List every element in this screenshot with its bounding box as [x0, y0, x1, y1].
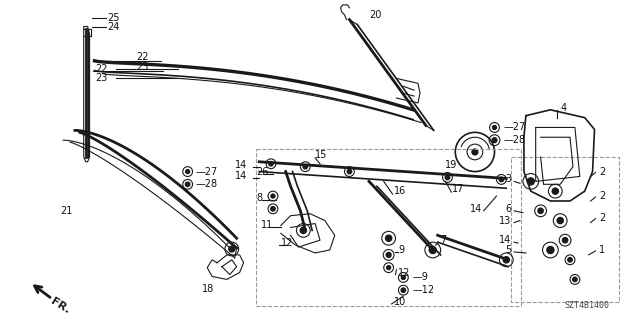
Circle shape — [557, 218, 563, 224]
Text: 4: 4 — [560, 103, 566, 113]
Circle shape — [186, 170, 189, 174]
Text: 19: 19 — [445, 160, 457, 170]
Bar — [511, 157, 619, 302]
Text: 14: 14 — [499, 235, 511, 245]
Text: 9: 9 — [399, 245, 404, 255]
Text: 6: 6 — [505, 204, 511, 214]
Text: 18: 18 — [202, 284, 214, 294]
Text: 3: 3 — [505, 174, 511, 184]
Circle shape — [538, 208, 543, 213]
Text: SZT4B1400: SZT4B1400 — [564, 301, 609, 310]
Circle shape — [385, 235, 392, 241]
Text: 11: 11 — [261, 220, 273, 231]
Text: 2: 2 — [600, 191, 605, 201]
Circle shape — [429, 247, 436, 254]
Circle shape — [271, 194, 275, 198]
Circle shape — [386, 252, 391, 257]
Text: 22: 22 — [137, 52, 149, 62]
Circle shape — [300, 227, 307, 234]
Text: 17: 17 — [452, 184, 465, 194]
Bar — [256, 149, 521, 306]
Circle shape — [552, 188, 558, 194]
Text: —28: —28 — [503, 135, 525, 145]
Text: 16: 16 — [394, 186, 406, 196]
Text: 20: 20 — [369, 10, 381, 20]
Circle shape — [568, 258, 572, 262]
Circle shape — [563, 238, 568, 243]
Text: 15: 15 — [315, 150, 328, 160]
Circle shape — [573, 277, 577, 282]
Circle shape — [186, 182, 190, 187]
Circle shape — [527, 178, 534, 185]
Circle shape — [269, 161, 273, 166]
Text: 8: 8 — [256, 193, 262, 203]
Text: 23: 23 — [137, 62, 149, 72]
Text: 14: 14 — [236, 172, 248, 182]
Text: FR.: FR. — [49, 296, 72, 315]
Text: 7: 7 — [440, 235, 447, 245]
Circle shape — [401, 276, 405, 279]
Text: —27: —27 — [503, 122, 525, 132]
Text: 2: 2 — [600, 167, 605, 177]
Text: 13: 13 — [499, 216, 511, 226]
Circle shape — [472, 149, 478, 155]
Text: 26: 26 — [256, 167, 269, 177]
Text: —12: —12 — [412, 285, 435, 295]
Text: 22: 22 — [95, 63, 108, 74]
Circle shape — [271, 207, 275, 211]
Text: 25: 25 — [108, 13, 120, 23]
Circle shape — [387, 266, 390, 270]
Text: 21: 21 — [60, 206, 72, 216]
Circle shape — [303, 165, 307, 169]
Text: 10: 10 — [394, 297, 406, 307]
Text: 14: 14 — [236, 160, 248, 170]
Circle shape — [229, 246, 235, 252]
Circle shape — [499, 177, 504, 182]
Circle shape — [445, 175, 450, 180]
Text: 24: 24 — [108, 22, 120, 33]
Text: —27: —27 — [195, 167, 218, 177]
Text: 12: 12 — [399, 268, 411, 278]
Circle shape — [492, 138, 497, 143]
Text: —9: —9 — [412, 272, 428, 282]
Text: —28: —28 — [195, 179, 218, 189]
Circle shape — [348, 169, 351, 174]
Text: 12: 12 — [281, 238, 293, 248]
Text: 14: 14 — [470, 204, 482, 214]
Text: 5: 5 — [505, 245, 511, 255]
Text: 2: 2 — [600, 213, 605, 223]
Circle shape — [493, 125, 497, 130]
Circle shape — [503, 257, 509, 263]
Circle shape — [547, 247, 554, 254]
Circle shape — [401, 288, 406, 293]
Text: 1: 1 — [600, 245, 605, 255]
Text: 23: 23 — [95, 73, 108, 84]
